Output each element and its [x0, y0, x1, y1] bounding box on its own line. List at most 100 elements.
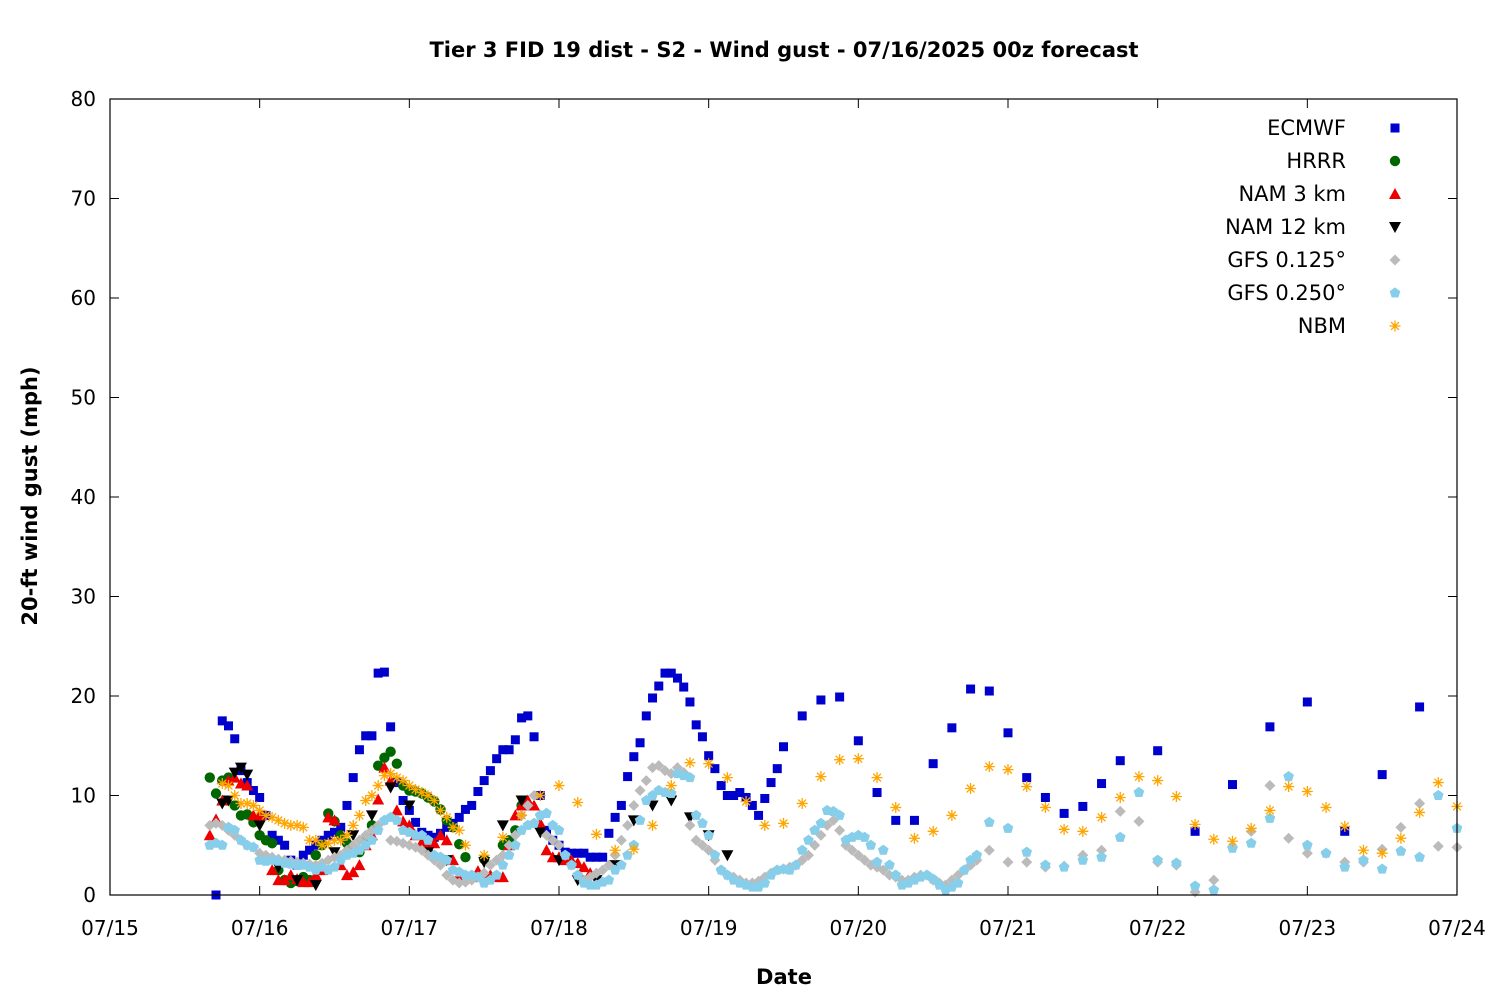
- point-ecmwf: [984, 686, 994, 696]
- point-gfs-0-125: [1133, 815, 1145, 827]
- point-nbm: [1432, 777, 1444, 789]
- point-nbm: [1208, 833, 1220, 845]
- point-gfs-0-250: [690, 809, 702, 820]
- point-gfs-0-125: [1208, 874, 1220, 886]
- point-nbm: [291, 819, 303, 831]
- point-gfs-0-125: [1283, 832, 1295, 844]
- point-gfs-0-250: [877, 844, 889, 855]
- point-gfs-0-250: [1302, 839, 1313, 850]
- legend-marker: [1389, 320, 1401, 332]
- point-nam-12-km: [721, 850, 734, 862]
- point-gfs-0-250: [229, 824, 241, 835]
- point-ecmwf: [685, 697, 695, 707]
- point-hrrr: [310, 850, 321, 861]
- point-ecmwf: [623, 772, 633, 782]
- y-tick-label: 40: [71, 485, 96, 509]
- point-ecmwf: [230, 734, 240, 744]
- point-nam-3-km: [347, 866, 360, 878]
- point-ecmwf: [697, 732, 707, 742]
- point-hrrr: [391, 758, 403, 769]
- point-gfs-0-125: [1414, 797, 1426, 809]
- point-nam-3-km: [241, 779, 254, 791]
- point-gfs-0-250: [665, 787, 677, 799]
- point-nbm: [1414, 806, 1426, 818]
- point-ecmwf: [1003, 728, 1013, 738]
- point-nbm: [890, 801, 902, 813]
- point-gfs-0-250: [884, 859, 895, 870]
- point-gfs-0-250: [391, 814, 403, 825]
- point-nbm: [353, 809, 365, 821]
- point-gfs-0-250: [952, 877, 964, 888]
- point-nam-3-km: [266, 864, 279, 876]
- point-nam-12-km: [665, 795, 678, 807]
- point-nbm: [229, 790, 241, 801]
- point-nbm: [628, 843, 640, 855]
- point-nbm: [241, 797, 253, 809]
- point-ecmwf: [1265, 722, 1275, 732]
- point-nam-3-km: [428, 837, 441, 849]
- point-ecmwf: [835, 692, 845, 702]
- point-nbm: [329, 834, 340, 846]
- point-nbm: [983, 761, 995, 773]
- point-ecmwf: [367, 731, 377, 741]
- point-nbm: [1264, 804, 1276, 816]
- point-gfs-0-250: [422, 834, 434, 845]
- point-ecmwf: [722, 791, 732, 800]
- point-gfs-0-125: [1395, 821, 1407, 833]
- x-tick-label: 07/24: [1428, 916, 1486, 940]
- point-gfs-0-125: [852, 849, 864, 861]
- point-nbm: [391, 772, 403, 784]
- point-nbm: [422, 790, 434, 801]
- point-nbm: [1357, 844, 1369, 856]
- point-hrrr: [460, 851, 471, 863]
- plot-frame: [109, 98, 1458, 896]
- legend: ECMWF HRRR NAM 3 km NAM 12 km GFS 0.125° GFS …: [1225, 116, 1401, 338]
- x-tick-label: 07/21: [979, 916, 1037, 940]
- point-nbm: [647, 819, 659, 831]
- point-gfs-0-250: [1395, 845, 1407, 856]
- point-nbm: [310, 834, 322, 846]
- point-ecmwf: [1415, 702, 1425, 712]
- point-nbm: [447, 821, 459, 833]
- point-gfs-0-250: [1058, 861, 1070, 872]
- point-nbm: [1376, 847, 1388, 859]
- point-gfs-0-250: [971, 849, 983, 860]
- point-gfs-0-250: [890, 869, 902, 880]
- legend-label: NAM 12 km: [1225, 215, 1346, 239]
- point-ecmwf: [1078, 801, 1088, 811]
- point-gfs-0-125: [615, 834, 627, 846]
- point-gfs-0-250: [927, 873, 939, 884]
- point-nbm: [260, 809, 272, 821]
- point-nbm: [416, 787, 428, 799]
- y-tick-label: 0: [83, 883, 96, 907]
- point-gfs-0-250: [616, 859, 627, 870]
- point-gfs-0-125: [834, 824, 846, 836]
- point-gfs-0-125: [547, 834, 559, 846]
- point-ecmwf: [373, 668, 383, 678]
- y-tick-label: 50: [71, 386, 96, 410]
- point-ecmwf: [891, 815, 901, 825]
- point-ecmwf: [485, 766, 495, 776]
- point-gfs-0-250: [1152, 854, 1163, 865]
- point-gfs-0-250: [1358, 854, 1369, 865]
- point-nam-12-km: [365, 810, 378, 822]
- point-nam-3-km: [390, 804, 403, 816]
- point-nam-12-km: [515, 795, 528, 807]
- point-ecmwf: [573, 848, 583, 858]
- point-gfs-0-250: [809, 824, 821, 835]
- point-nam-3-km: [278, 874, 291, 886]
- point-ecmwf: [398, 795, 408, 805]
- point-ecmwf: [966, 684, 976, 694]
- point-gfs-0-125: [634, 785, 646, 797]
- point-nam-3-km: [577, 861, 590, 873]
- point-nbm: [609, 844, 621, 856]
- point-nbm: [1077, 825, 1089, 837]
- legend-label: NAM 3 km: [1238, 182, 1346, 206]
- point-gfs-0-125: [628, 799, 640, 811]
- point-hrrr: [210, 788, 222, 799]
- point-nbm: [665, 780, 677, 792]
- point-ecmwf: [853, 736, 863, 746]
- point-gfs-0-250: [709, 849, 721, 860]
- x-tick-label: 07/15: [81, 916, 139, 940]
